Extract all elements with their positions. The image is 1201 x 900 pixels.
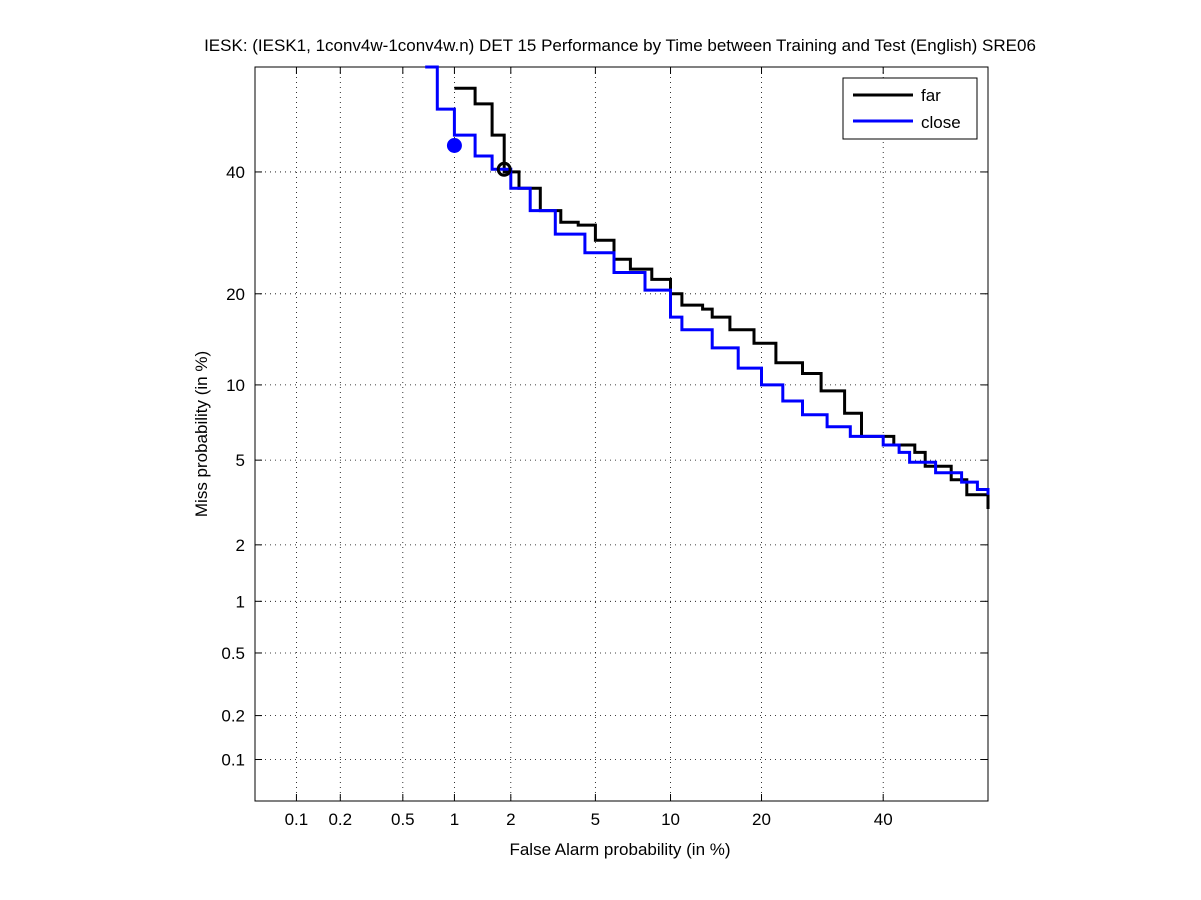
series-line-far (454, 86, 990, 509)
chart-title: IESK: (IESK1, 1conv4w-1conv4w.n) DET 15 … (204, 36, 1036, 55)
y-tick-label: 20 (226, 285, 245, 304)
x-tick-label: 0.1 (285, 810, 309, 829)
y-tick-label: 1 (236, 592, 245, 611)
y-axis-label: Miss probability (in %) (192, 351, 211, 517)
x-axis-label: False Alarm probability (in %) (509, 840, 730, 859)
series-line-close (425, 65, 990, 495)
series-lines (425, 65, 990, 509)
operating-point-close (446, 137, 462, 153)
y-tick-label: 0.5 (221, 644, 245, 663)
y-tick-label: 5 (236, 451, 245, 470)
axis-ticks: 0.1 0.2 0.5 1 2 5 10 20 40 0.1 0.2 0.5 1 2 5 10 20 40 (221, 67, 988, 829)
plot-area-border (254, 66, 989, 802)
x-tick-label: 5 (591, 810, 600, 829)
legend-label-close: close (921, 113, 961, 132)
y-tick-label: 40 (226, 163, 245, 182)
legend-label-far: far (921, 86, 941, 105)
x-tick-label: 40 (874, 810, 893, 829)
y-tick-label: 10 (226, 376, 245, 395)
x-tick-label: 0.2 (328, 810, 352, 829)
x-tick-label: 2 (506, 810, 515, 829)
operating-point-markers (446, 137, 512, 177)
x-tick-label: 1 (450, 810, 459, 829)
x-tick-label: 10 (661, 810, 680, 829)
x-tick-label: 20 (752, 810, 771, 829)
y-tick-label: 0.1 (221, 751, 245, 770)
operating-point-far (496, 161, 512, 177)
legend-box (842, 77, 978, 140)
legend: far close (842, 77, 978, 140)
x-tick-label: 0.5 (391, 810, 415, 829)
y-tick-label: 2 (236, 536, 245, 555)
y-tick-label: 0.2 (221, 707, 245, 726)
grid-lines (255, 67, 988, 801)
